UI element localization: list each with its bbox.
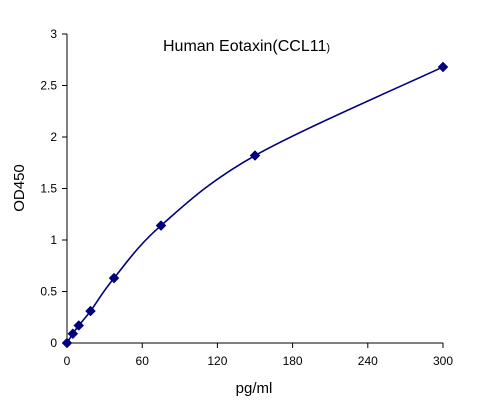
x-axis-title: pg/ml	[236, 380, 273, 397]
x-tick-label: 300	[433, 354, 453, 368]
data-point	[437, 61, 449, 73]
x-tick-label: 240	[358, 354, 378, 368]
data-point	[67, 328, 79, 340]
tick-marks	[62, 33, 444, 348]
data-point	[155, 220, 167, 231]
y-tick-label: 0	[50, 336, 57, 350]
y-tick-label: 1.5	[40, 182, 57, 196]
tick-labels: 0 0.5 1 1.5 2 2.5 3 0 60 120 180 240 300	[40, 27, 453, 368]
x-tick-label: 120	[207, 354, 227, 368]
data-markers	[61, 61, 449, 349]
data-point	[108, 272, 120, 284]
data-point	[249, 150, 261, 161]
axes	[66, 34, 443, 344]
chart-title-main: Human Eotaxin(CCL11	[163, 38, 326, 55]
y-axis-title: OD450	[11, 164, 28, 212]
y-tick-label: 2.5	[40, 79, 57, 93]
x-tick-label: 180	[283, 354, 303, 368]
data-point	[61, 337, 73, 349]
data-point	[85, 305, 96, 317]
fit-curve	[66, 66, 444, 344]
data-point	[73, 320, 85, 331]
y-tick-label: 0.5	[40, 285, 57, 299]
chart-title: Human Eotaxin(CCL11)	[163, 38, 330, 55]
x-tick-label: 0	[64, 354, 71, 368]
y-tick-label: 3	[50, 27, 57, 41]
y-tick-label: 2	[50, 130, 57, 144]
x-tick-label: 60	[136, 354, 150, 368]
y-tick-label: 1	[50, 233, 57, 247]
chart-title-suffix: )	[326, 42, 330, 54]
